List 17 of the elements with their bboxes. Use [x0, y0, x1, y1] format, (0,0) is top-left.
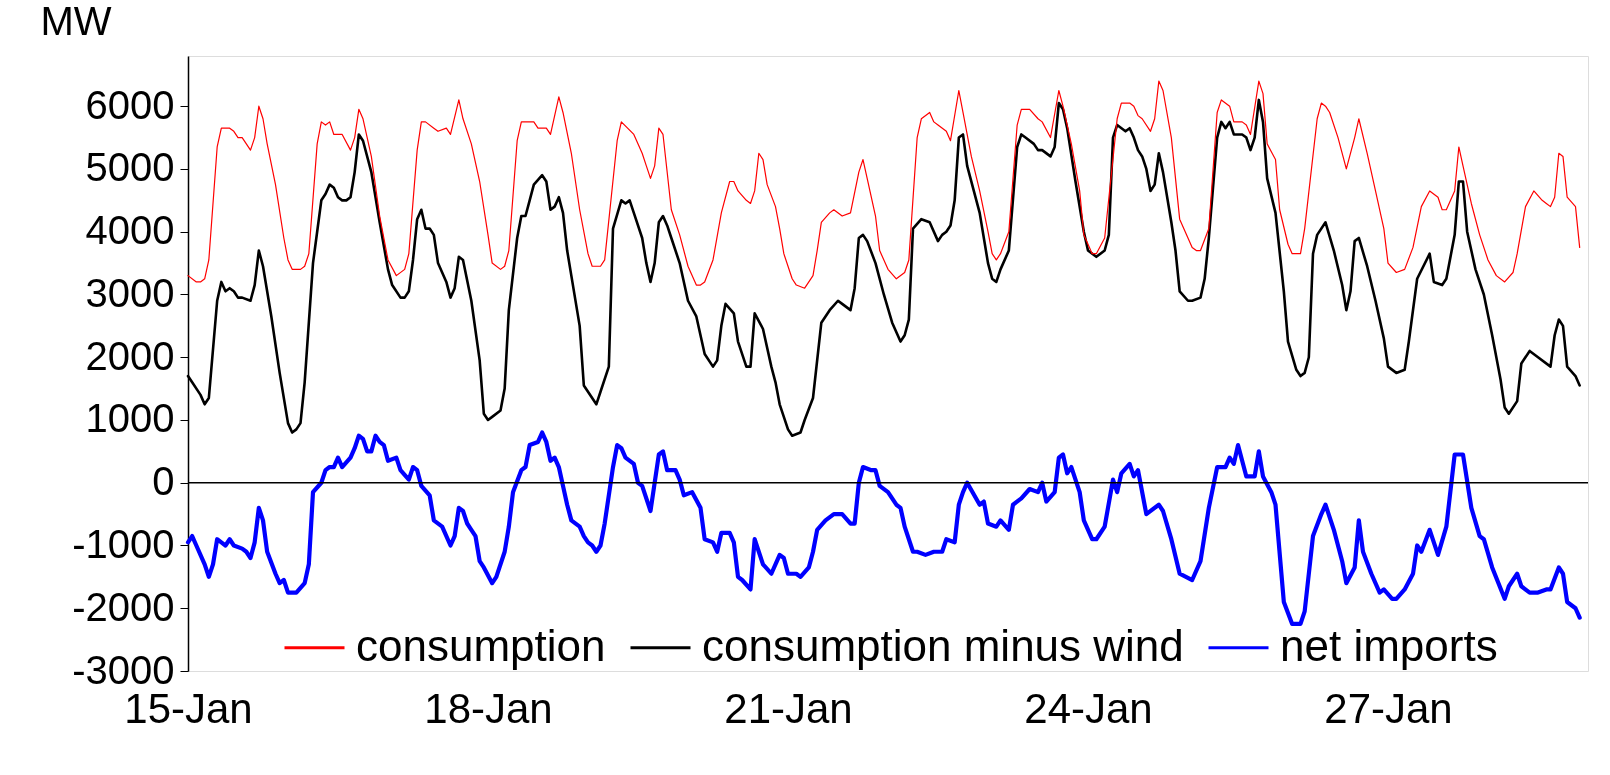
y-tick-label: 3000	[85, 270, 175, 315]
y-tick-label: 6000	[85, 82, 175, 127]
y-tick-label: 2000	[85, 333, 175, 378]
y-tick-label: 0	[152, 459, 175, 504]
legend-label: consumption	[356, 620, 606, 670]
y-tick-label: -2000	[72, 584, 175, 629]
y-tick-label: 1000	[85, 396, 175, 441]
x-tick-label: 21-Jan	[724, 684, 853, 732]
y-tick-label: -1000	[72, 521, 175, 566]
y-tick-label: 5000	[85, 145, 175, 190]
x-tick-label: 18-Jan	[424, 684, 553, 732]
legend-label: net imports	[1280, 620, 1498, 670]
x-tick-label: 27-Jan	[1324, 684, 1453, 732]
y-axis-title: MW	[40, 0, 112, 43]
legend-label: consumption minus wind	[702, 620, 1184, 670]
y-tick-label: 4000	[85, 208, 175, 253]
x-tick-label: 24-Jan	[1024, 684, 1153, 732]
